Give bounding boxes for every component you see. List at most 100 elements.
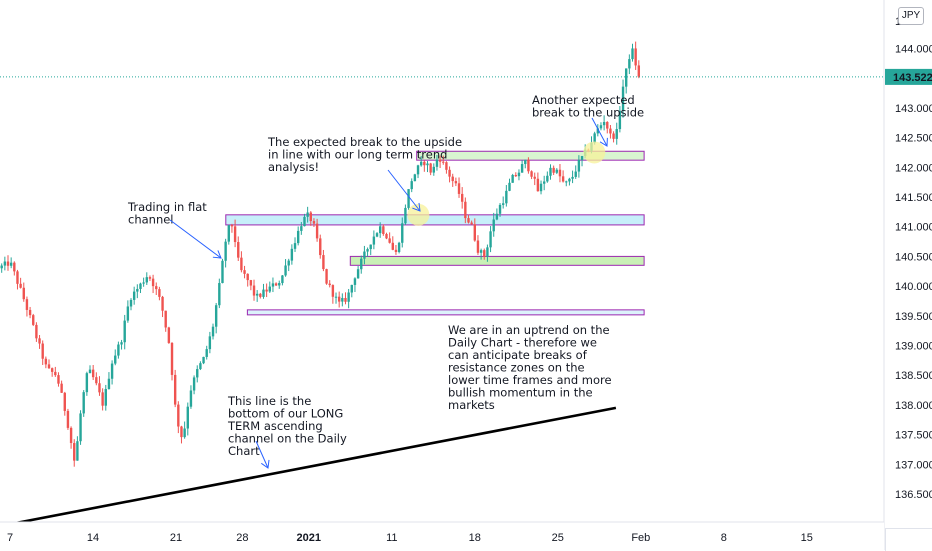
candle-body [129, 299, 133, 307]
candle-body [489, 231, 492, 248]
candle-body [107, 378, 111, 390]
candle-body [574, 171, 577, 177]
candle-body [391, 242, 394, 250]
candle-body [76, 441, 79, 461]
candle-body [527, 159, 530, 172]
candle-body [73, 443, 76, 461]
candle-body [114, 355, 117, 364]
candle-body [315, 223, 319, 239]
candle-body [517, 172, 521, 177]
candle-body [145, 277, 148, 283]
candle-body [161, 296, 164, 311]
candles-layer [0, 41, 641, 467]
candle-body [9, 262, 13, 266]
candle-body [13, 262, 16, 272]
annotation-text-another-break: break to the upside [532, 106, 644, 120]
time-tick-label: 21 [170, 532, 182, 544]
candle-body [464, 201, 467, 219]
candle-body [148, 277, 152, 279]
candle-body [243, 270, 246, 274]
candle-body [6, 261, 10, 266]
time-tick-label: 14 [87, 532, 99, 544]
candle-body [218, 283, 221, 306]
candle-body [60, 383, 63, 393]
annotation-text-flat-channel: channel [128, 213, 174, 227]
candle-body [91, 369, 95, 378]
candle-body [609, 128, 612, 134]
candle-body [240, 257, 243, 271]
candle-body [205, 349, 208, 357]
candle-body [208, 336, 212, 350]
candle-body [637, 65, 641, 77]
price-axis[interactable]: 136.500 137.000 137.500 138.000 138.500 139.0… [883, 0, 932, 550]
candle-body [407, 189, 410, 208]
candle-body [593, 133, 596, 143]
candle-body [303, 216, 306, 227]
candle-body [599, 125, 603, 129]
candle-body [322, 255, 325, 270]
candle-body [230, 225, 234, 227]
price-tick-label: 141.500 [895, 192, 932, 204]
candle-body [533, 176, 536, 179]
candle-body [296, 230, 300, 244]
candle-body [151, 278, 155, 287]
candle-body [110, 363, 114, 379]
candle-body [265, 289, 268, 292]
candle-body [486, 247, 489, 257]
candle-body [511, 174, 514, 183]
another-break-arrow-head [599, 137, 608, 147]
candle-body [341, 297, 344, 302]
candle-body [16, 271, 19, 284]
candle-body [123, 320, 126, 343]
candle-body [375, 233, 379, 237]
currency-badge[interactable]: JPY [898, 7, 924, 25]
candle-body [309, 212, 312, 222]
candle-body [495, 213, 499, 220]
candle-body [325, 269, 328, 284]
time-axis-bg [0, 522, 884, 550]
candle-body [501, 203, 505, 205]
time-axis[interactable]: 7 14 21 28 2021 11 18 25 Feb 8 15 [0, 521, 884, 550]
candle-body [202, 356, 205, 364]
annotation-text-uptrend-note: Daily Chart - therefore we [448, 336, 597, 350]
candle-body [546, 175, 549, 182]
candle-body [413, 174, 417, 182]
candle-body [539, 183, 543, 192]
candle-body [347, 292, 350, 302]
annotation-text-trendline-note: channel on the Daily [228, 432, 347, 446]
price-tick-label: 138.000 [895, 400, 932, 412]
time-tick-label: 25 [552, 532, 564, 544]
candle-body [385, 233, 388, 239]
candle-body [353, 278, 357, 285]
candle-body [132, 291, 136, 300]
last-price-badge [885, 68, 932, 85]
candle-body [63, 392, 66, 411]
candle-body [331, 285, 335, 297]
candle-body [233, 226, 237, 243]
axis-corner-button[interactable] [885, 528, 932, 551]
candle-body [454, 181, 458, 184]
candle-body [66, 410, 70, 428]
candle-body [44, 358, 48, 365]
candle-body [426, 163, 429, 166]
time-tick-label: 11 [386, 532, 397, 544]
price-tick-label: 138.500 [895, 370, 932, 382]
candle-body [85, 373, 89, 393]
breakout-highlight [583, 141, 606, 164]
annotation-text-trendline-note: bottom of our LONG [228, 407, 343, 421]
candle-body [536, 178, 540, 192]
candle-body [183, 428, 186, 438]
candle-body [337, 296, 341, 302]
candle-body [259, 293, 262, 297]
candle-body [287, 260, 290, 266]
candle-body [606, 121, 609, 129]
candle-body [224, 241, 227, 261]
candle-body [524, 159, 527, 165]
candle-body [189, 390, 193, 407]
annotation-text-another-break: Another expected [532, 93, 635, 107]
annotation-text-uptrend-note: We are in an uptrend on the [448, 323, 610, 337]
candle-body [25, 299, 29, 310]
candle-body [290, 248, 294, 261]
